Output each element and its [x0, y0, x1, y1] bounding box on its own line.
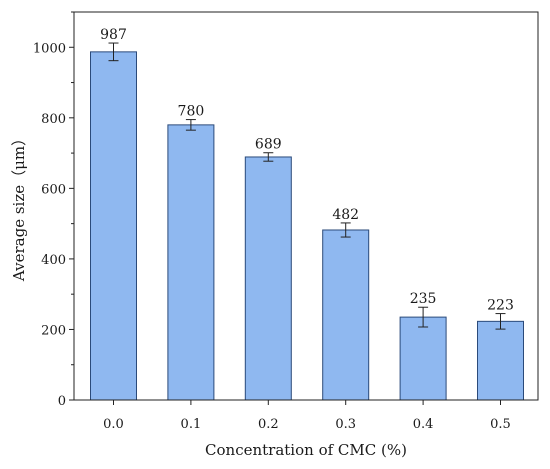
- axes-group: 0.0 0.1 0.2 0.3 0.4 0.5 0 200 400 600 800 1000: [33, 11, 539, 432]
- x-tick-label-3: 0.3: [335, 417, 356, 432]
- bar-2: [244, 156, 292, 401]
- bars-group: [90, 51, 524, 401]
- x-tick-label-1: 0.1: [181, 417, 202, 432]
- data-label-3: 482: [332, 207, 359, 223]
- data-label-2: 689: [255, 137, 282, 153]
- bar-0: [90, 51, 137, 401]
- y-tick-label-800: 800: [41, 112, 66, 127]
- data-labels-group: 987 780 689 482 235 223: [100, 27, 514, 314]
- y-tick-label-200: 200: [41, 323, 66, 338]
- x-axis-title: Concentration of CMC (%): [205, 441, 407, 459]
- y-tick-label-400: 400: [41, 253, 66, 268]
- error-bar-3: [340, 222, 351, 238]
- error-bar-5: [495, 313, 506, 330]
- data-label-5: 223: [487, 298, 514, 314]
- plot-frame: [73, 11, 539, 401]
- bar-1: [167, 124, 215, 401]
- y-axis-title: Average size（μm）: [10, 131, 28, 282]
- error-bar-2: [263, 152, 274, 162]
- data-label-4: 235: [410, 291, 437, 307]
- error-bar-1: [185, 119, 196, 131]
- error-bars-group: [108, 42, 506, 330]
- bar-5: [477, 320, 524, 401]
- data-label-1: 780: [178, 104, 205, 120]
- data-label-0: 987: [100, 27, 127, 43]
- error-bar-4: [418, 306, 429, 328]
- x-tick-label-4: 0.4: [413, 417, 434, 432]
- bar-4: [399, 316, 447, 401]
- y-tick-label-600: 600: [41, 182, 66, 197]
- error-bar-0: [108, 42, 119, 62]
- x-tick-label-5: 0.5: [490, 417, 511, 432]
- x-tick-label-0: 0.0: [103, 417, 124, 432]
- y-tick-label-1000: 1000: [33, 41, 66, 56]
- x-tick-label-2: 0.2: [258, 417, 279, 432]
- bar-3: [322, 229, 370, 401]
- y-tick-label-0: 0: [58, 394, 66, 409]
